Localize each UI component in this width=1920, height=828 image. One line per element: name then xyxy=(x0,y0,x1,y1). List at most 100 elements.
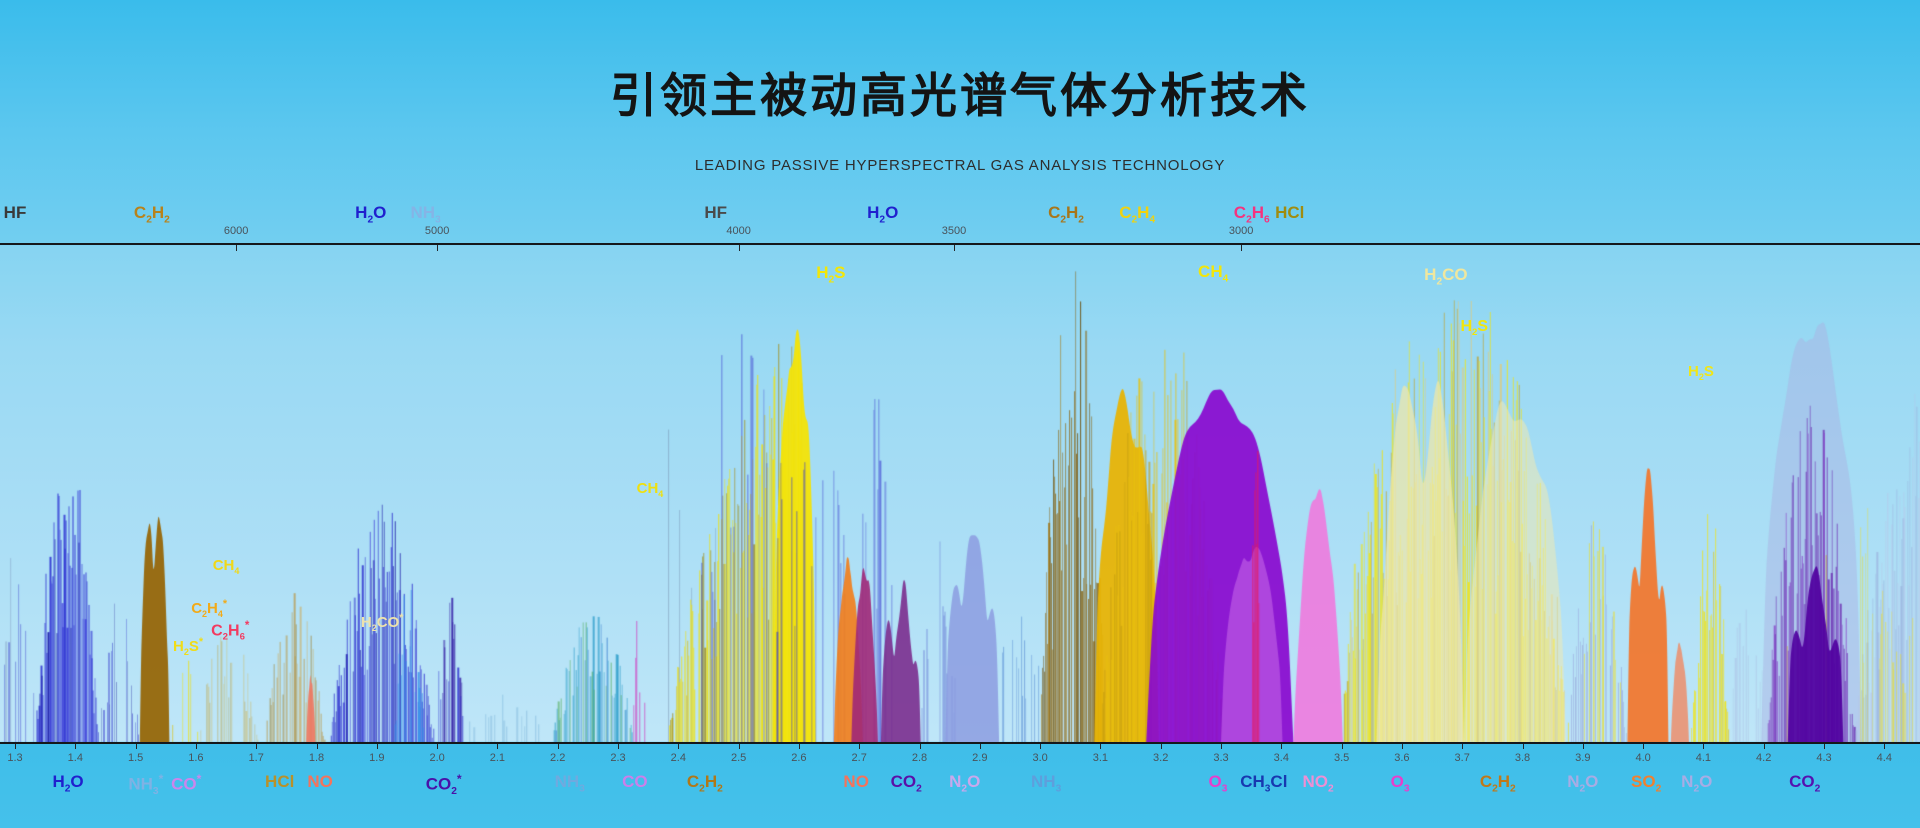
gas-label-bottom: NO xyxy=(307,772,333,791)
wavelength-tick-mark xyxy=(618,744,619,749)
wavelength-tick-label: 3.5 xyxy=(1333,752,1350,764)
wavelength-tick-mark xyxy=(979,744,981,749)
wavelength-tick-mark xyxy=(738,744,740,749)
gas-label-chart: H2CO xyxy=(1424,265,1468,288)
wavelength-tick-mark xyxy=(1643,744,1645,749)
gas-label-top: HCl xyxy=(1275,203,1305,222)
wavelength-tick-label: 2.3 xyxy=(610,752,626,764)
wavenumber-tick-label: 3000 xyxy=(1228,225,1254,237)
gas-label-chart: CH4 xyxy=(636,480,664,499)
gas-label-bottom: SO2 xyxy=(1630,772,1662,795)
gas-label-bottom: H2O xyxy=(52,772,84,795)
wavelength-tick-mark xyxy=(376,744,378,749)
gas-label-bottom: NH3 xyxy=(1031,772,1062,795)
gas-label-bottom: N2O xyxy=(1567,772,1599,795)
wavelength-tick-label: 2.0 xyxy=(429,752,445,764)
wavelength-tick-label: 1.8 xyxy=(308,752,325,764)
wavelength-tick-mark xyxy=(1582,744,1584,749)
gas-label-bottom: CO* xyxy=(171,772,202,794)
wavelength-tick-label: 1.6 xyxy=(188,752,204,764)
wavelength-tick-label: 2.6 xyxy=(791,752,807,764)
wavelength-tick-mark xyxy=(256,744,258,749)
wavelength-tick-label: 2.2 xyxy=(550,752,566,764)
gas-label-chart: H2S xyxy=(816,263,846,286)
gas-label-top: H2O xyxy=(355,203,387,226)
wavelength-tick-label: 3.4 xyxy=(1273,752,1289,764)
page-title: 引领主被动高光谱气体分析技术 xyxy=(610,69,1310,124)
gas-label-chart: H2S* xyxy=(173,636,204,657)
wavelength-tick-label: 3.9 xyxy=(1575,752,1591,764)
wavelength-tick-label: 1.3 xyxy=(7,752,23,764)
gas-label-bottom: CO2 xyxy=(890,772,922,795)
wavelength-tick-mark xyxy=(1884,744,1886,749)
wavelength-tick-label: 3.3 xyxy=(1213,752,1229,764)
wavelength-tick-mark xyxy=(1341,744,1343,749)
gas-label-top: C2H6 xyxy=(1233,203,1270,226)
gas-label-top: H2O xyxy=(867,203,899,226)
wavelength-tick-label: 2.8 xyxy=(911,752,928,764)
gas-label-bottom: NH3* xyxy=(128,772,164,798)
gas-label-bottom: CH3Cl xyxy=(1240,772,1288,795)
wavelength-tick-mark xyxy=(437,744,439,749)
wavelength-tick-mark xyxy=(859,744,861,749)
wavelength-tick-label: 1.5 xyxy=(127,752,144,764)
gas-label-chart: CH4 xyxy=(1198,262,1229,285)
wavelength-tick-label: 3.0 xyxy=(1032,752,1048,764)
wavelength-axis-line xyxy=(0,742,1920,744)
wavelength-tick-label: 2.1 xyxy=(489,752,506,764)
wavelength-tick-mark xyxy=(1221,744,1222,749)
gas-label-bottom: CO2 xyxy=(1789,772,1821,795)
gas-label-bottom: CO xyxy=(622,772,648,791)
gas-label-bottom: CO2* xyxy=(425,772,462,798)
gas-label-chart: C2H4* xyxy=(191,598,228,619)
wavelength-tick-mark xyxy=(1462,744,1464,749)
wavelength-tick-mark xyxy=(1100,744,1102,749)
gas-label-top: HF xyxy=(704,203,728,222)
gas-label-chart: H2CO* xyxy=(360,612,404,633)
gas-label-chart: H2S xyxy=(1460,318,1489,339)
gas-label-bottom: C2H2 xyxy=(686,772,723,795)
wavelength-tick-mark xyxy=(678,744,680,749)
wavelength-tick-mark xyxy=(919,744,921,749)
wavelength-tick-label: 3.8 xyxy=(1514,752,1531,764)
gas-label-chart: C2H6* xyxy=(211,620,250,643)
gas-label-chart: CH4 xyxy=(212,557,240,576)
wavelength-tick-mark xyxy=(1040,744,1042,749)
gas-label-bottom: O3 xyxy=(1208,772,1228,795)
wavelength-tick-label: 3.1 xyxy=(1092,752,1109,764)
wavelength-tick-mark xyxy=(135,744,137,749)
wavelength-tick-mark xyxy=(1281,744,1283,749)
wavenumber-tick-mark xyxy=(437,245,439,251)
gas-label-bottom: O3 xyxy=(1390,772,1410,795)
wavelength-tick-mark xyxy=(497,744,499,749)
wavenumber-tick-mark xyxy=(953,245,955,251)
wavenumber-tick-label: 4000 xyxy=(726,225,751,237)
wavelength-tick-label: 4.4 xyxy=(1876,752,1892,764)
wavelength-tick-mark xyxy=(1522,744,1524,749)
wavelength-tick-label: 3.6 xyxy=(1394,752,1410,764)
gas-label-bottom: NO xyxy=(843,772,869,791)
spectra-canvas xyxy=(0,246,1920,742)
wavelength-tick-label: 2.4 xyxy=(670,752,686,764)
wavenumber-tick-mark xyxy=(738,245,740,251)
gas-label-bottom: C2H2 xyxy=(1479,772,1516,795)
wavelength-tick-label: 3.2 xyxy=(1153,752,1169,764)
wavelength-tick-mark xyxy=(195,744,197,749)
wavelength-tick-mark xyxy=(1824,744,1825,749)
wavelength-tick-label: 4.2 xyxy=(1756,752,1772,764)
wavenumber-axis-line xyxy=(0,243,1920,245)
wavelength-tick-label: 1.9 xyxy=(369,752,385,764)
page-subtitle: LEADING PASSIVE HYPERSPECTRAL GAS ANALYS… xyxy=(694,157,1226,174)
gas-label-chart: H2S xyxy=(1688,363,1714,382)
wavelength-tick-label: 4.3 xyxy=(1816,752,1832,764)
wavenumber-tick-label: 6000 xyxy=(223,225,249,237)
gas-label-bottom: N2O xyxy=(949,772,981,795)
gas-label-top: C2H2 xyxy=(1048,203,1084,226)
wavenumber-tick-mark xyxy=(1241,245,1243,251)
wavenumber-tick-label: 5000 xyxy=(424,225,450,237)
